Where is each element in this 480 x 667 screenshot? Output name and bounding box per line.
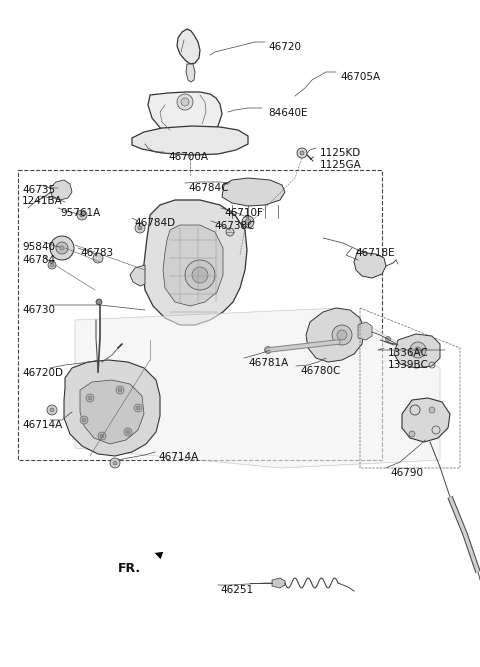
Text: 46700A: 46700A [168, 152, 208, 162]
Circle shape [98, 432, 106, 440]
Circle shape [136, 406, 140, 410]
Polygon shape [394, 334, 440, 368]
Circle shape [50, 408, 54, 412]
Text: 46781A: 46781A [248, 358, 288, 368]
Circle shape [134, 404, 142, 412]
Text: 46784C: 46784C [188, 183, 228, 193]
Circle shape [118, 388, 122, 392]
Circle shape [86, 394, 94, 402]
Text: 1241BA: 1241BA [22, 196, 63, 206]
Text: 84640E: 84640E [268, 108, 308, 118]
Circle shape [48, 261, 56, 269]
Circle shape [410, 342, 426, 358]
Circle shape [113, 461, 117, 465]
Polygon shape [354, 250, 386, 278]
Circle shape [242, 216, 254, 228]
Text: 46784: 46784 [22, 255, 55, 265]
Text: 46720: 46720 [268, 42, 301, 52]
Circle shape [264, 346, 272, 354]
Circle shape [226, 228, 234, 236]
Circle shape [82, 418, 86, 422]
Circle shape [100, 434, 104, 438]
Circle shape [245, 219, 251, 225]
Text: 46738C: 46738C [214, 221, 254, 231]
Text: 46783: 46783 [80, 248, 113, 258]
Text: 46705A: 46705A [340, 72, 380, 82]
Polygon shape [75, 308, 440, 468]
Circle shape [80, 416, 88, 424]
Polygon shape [402, 398, 450, 442]
Circle shape [56, 242, 68, 254]
Polygon shape [222, 178, 285, 206]
Polygon shape [358, 322, 372, 340]
Circle shape [409, 431, 415, 437]
Circle shape [124, 428, 132, 436]
Polygon shape [64, 360, 160, 456]
Circle shape [138, 226, 142, 230]
Circle shape [77, 210, 87, 220]
Text: 46710F: 46710F [224, 208, 263, 218]
Circle shape [429, 407, 435, 413]
Text: 1336AC: 1336AC [388, 348, 429, 358]
Circle shape [93, 253, 103, 263]
Text: 46720D: 46720D [22, 368, 63, 378]
Circle shape [335, 338, 341, 346]
Text: 46784D: 46784D [134, 218, 175, 228]
Circle shape [126, 430, 130, 434]
Text: 1125GA: 1125GA [320, 160, 362, 170]
Polygon shape [50, 180, 72, 200]
Text: 95840: 95840 [22, 242, 55, 252]
Circle shape [300, 151, 304, 155]
Circle shape [415, 347, 421, 353]
Circle shape [135, 223, 145, 233]
Circle shape [110, 458, 120, 468]
Polygon shape [148, 92, 222, 140]
Circle shape [50, 236, 74, 260]
Text: 46780C: 46780C [300, 366, 340, 376]
Circle shape [47, 405, 57, 415]
Circle shape [337, 330, 347, 340]
Circle shape [177, 94, 193, 110]
Text: FR.: FR. [118, 562, 141, 575]
Polygon shape [306, 308, 364, 362]
Polygon shape [132, 126, 248, 155]
Polygon shape [130, 265, 145, 286]
Polygon shape [80, 380, 144, 444]
Circle shape [385, 336, 391, 342]
Circle shape [192, 267, 208, 283]
Text: 1125KD: 1125KD [320, 148, 361, 158]
Circle shape [60, 246, 64, 250]
Circle shape [181, 98, 189, 106]
Polygon shape [143, 200, 247, 325]
Circle shape [88, 396, 92, 400]
Text: 46718E: 46718E [355, 248, 395, 258]
Circle shape [297, 148, 307, 158]
Text: 46251: 46251 [220, 585, 253, 595]
Circle shape [185, 260, 215, 290]
Text: 46714A: 46714A [22, 420, 62, 430]
Polygon shape [177, 29, 200, 64]
Text: 46730: 46730 [22, 305, 55, 315]
Text: 95761A: 95761A [60, 208, 100, 218]
Circle shape [332, 325, 352, 345]
Text: 46735: 46735 [22, 185, 55, 195]
Polygon shape [272, 578, 285, 588]
Circle shape [96, 299, 102, 305]
Circle shape [116, 386, 124, 394]
Text: 1339BC: 1339BC [388, 360, 429, 370]
Bar [18, 170, 382, 460]
Polygon shape [186, 64, 195, 82]
Circle shape [50, 263, 54, 267]
Circle shape [80, 213, 84, 217]
Polygon shape [163, 225, 223, 306]
Text: 46714A: 46714A [158, 452, 198, 462]
Text: 46790: 46790 [390, 468, 423, 478]
